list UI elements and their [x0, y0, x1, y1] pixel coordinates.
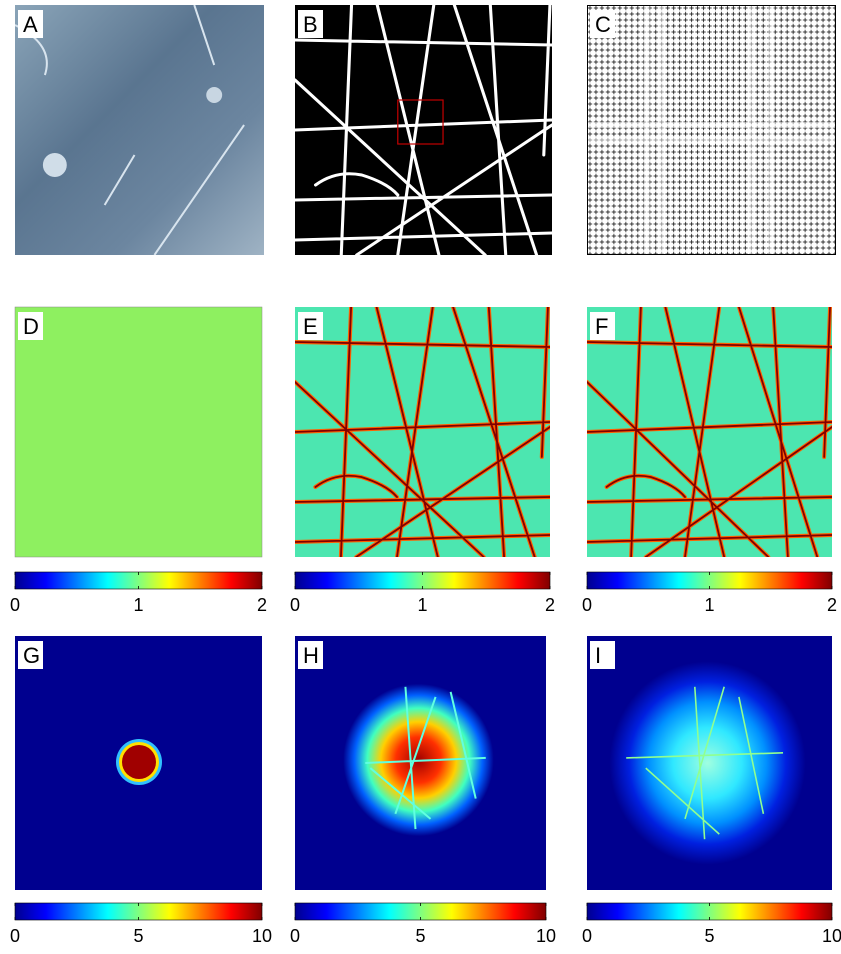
label-box: [590, 312, 615, 340]
label-box: [18, 10, 43, 38]
panel-label: D: [23, 314, 39, 339]
tick-label: 0: [10, 926, 20, 946]
tick-label: 0: [290, 595, 300, 615]
tick-label: 10: [252, 926, 272, 946]
tick-label: 1: [133, 595, 143, 615]
panel-label: A: [23, 12, 38, 37]
label-box: [18, 312, 43, 340]
satellite-image: [15, 5, 264, 255]
label-box: [590, 10, 615, 38]
panel-label: I: [595, 643, 601, 668]
panel-label: F: [595, 314, 608, 339]
label-box: [298, 10, 323, 38]
tick-label: 1: [417, 595, 427, 615]
tick-label: 0: [10, 595, 20, 615]
tick-label: 0: [582, 926, 592, 946]
field-map: [295, 636, 546, 890]
panel-labels: A B C D E F G H I: [18, 10, 615, 669]
source: [122, 745, 156, 779]
uniform-map: [14, 306, 263, 558]
tick-label: 0: [582, 595, 592, 615]
panel-label: E: [303, 314, 318, 339]
panel-label: B: [303, 12, 318, 37]
label-box: [590, 641, 615, 669]
tick-label: 10: [536, 926, 556, 946]
tick-label: 10: [822, 926, 841, 946]
tick-label: 0: [290, 926, 300, 946]
tick-label: 5: [133, 926, 143, 946]
panel-label: C: [595, 12, 611, 37]
label-box: [298, 312, 323, 340]
road-mask: [295, 5, 552, 255]
label-box: [298, 641, 323, 669]
speed-map: [295, 307, 550, 557]
vector-field: [587, 5, 836, 255]
tick-label: 5: [704, 926, 714, 946]
panel-label: H: [303, 643, 319, 668]
label-box: [18, 641, 43, 669]
tick-label: 5: [415, 926, 425, 946]
field-map: [587, 636, 832, 890]
tick-label: 2: [827, 595, 837, 615]
tick-label: 1: [704, 595, 714, 615]
tick-label: 2: [257, 595, 267, 615]
panel-label: G: [23, 643, 40, 668]
tick-label: 2: [545, 595, 555, 615]
speed-map: [587, 307, 832, 557]
colorbars: 0 1 2 0 1 2 0 1 2 0 5 10 0 5 10 0 5 10: [10, 571, 841, 946]
